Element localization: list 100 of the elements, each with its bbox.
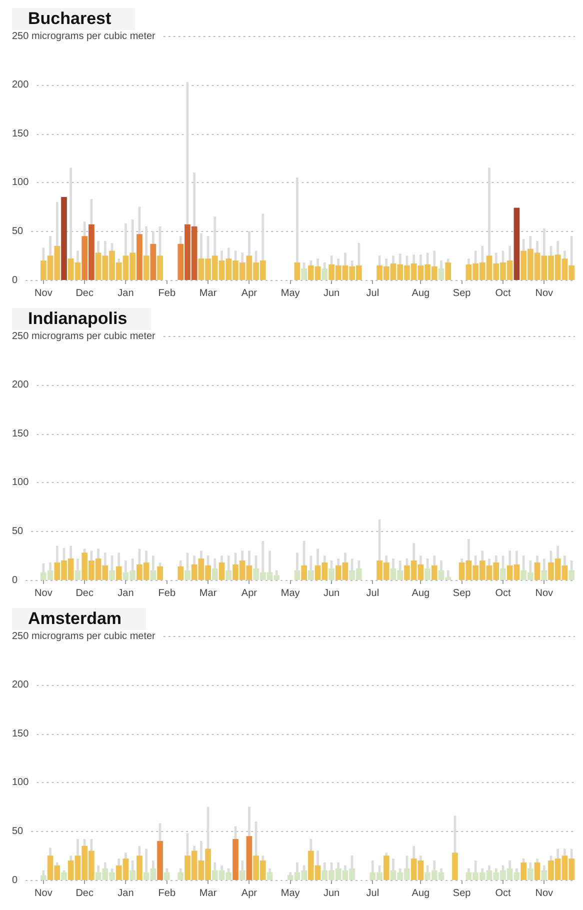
bar	[116, 566, 122, 580]
x-tick-label: Jul	[366, 588, 380, 599]
x-tick-label: Jul	[366, 888, 380, 899]
bar	[109, 570, 115, 580]
x-tick-label: Nov	[535, 588, 554, 599]
y-tick-label: 250	[12, 330, 30, 342]
bar	[520, 862, 526, 880]
bar	[150, 570, 156, 580]
x-tick-label: Mar	[199, 588, 218, 599]
bar	[445, 262, 452, 280]
y-tick-label: 50	[12, 826, 24, 837]
bar	[218, 562, 225, 580]
y-tick-label: 150	[12, 128, 30, 140]
chart-title: Amsterdam	[12, 608, 146, 630]
x-tick-label: Nov	[535, 288, 554, 299]
bar	[157, 840, 163, 880]
y-tick-label: 0	[12, 874, 18, 886]
bar	[232, 839, 238, 880]
bar	[40, 875, 46, 880]
bar	[82, 236, 88, 280]
x-tick-label: Mar	[199, 288, 218, 299]
x-tick-label: Apr	[241, 888, 258, 899]
x-tick-label: May	[280, 888, 300, 899]
bar	[178, 872, 184, 880]
bar	[452, 852, 458, 880]
bar	[438, 268, 444, 280]
y-tick-label: 200	[12, 80, 30, 91]
bar	[322, 268, 328, 280]
y-tick-label: 0	[12, 574, 18, 586]
y-tick-label: 150	[12, 428, 30, 440]
bar	[143, 256, 150, 280]
bar	[184, 570, 190, 580]
x-tick-label: Aug	[412, 588, 430, 599]
bar	[136, 856, 142, 880]
x-tick-label: Nov	[34, 288, 52, 299]
y-axis-title: micrograms per cubic meter	[31, 630, 156, 642]
x-tick-label: Feb	[158, 588, 176, 599]
bar	[534, 562, 540, 580]
x-tick-label: Dec	[76, 288, 94, 299]
bar	[61, 197, 67, 280]
bar	[178, 566, 184, 580]
y-tick-label: 100	[12, 777, 30, 788]
bar	[301, 268, 307, 280]
x-tick-label: Feb	[158, 288, 176, 299]
y-tick-label: 150	[12, 728, 30, 740]
bar	[383, 856, 390, 880]
x-tick-label: Mar	[199, 888, 218, 899]
y-tick-label: 250	[12, 630, 30, 642]
y-tick-label: 50	[12, 526, 24, 537]
x-tick-label: Oct	[495, 288, 511, 299]
x-tick-label: Aug	[412, 888, 430, 899]
bar	[74, 570, 81, 580]
bar	[157, 256, 163, 280]
y-tick-label: 200	[12, 380, 30, 391]
bar	[424, 568, 430, 580]
chart-title: Indianapolis	[12, 308, 152, 330]
x-tick-label: Sep	[452, 288, 472, 299]
x-tick-label: Jun	[323, 288, 340, 299]
bar	[88, 224, 94, 280]
chart-title: Bucharest	[12, 8, 136, 30]
bar	[294, 262, 300, 280]
bar	[246, 836, 252, 880]
x-tick-label: Sep	[452, 588, 472, 599]
bar	[541, 870, 548, 880]
y-tick-label: 50	[12, 226, 24, 237]
y-tick-label: 100	[12, 477, 30, 488]
y-tick-label: 0	[12, 274, 18, 286]
bar	[226, 570, 232, 580]
x-tick-label: Jan	[118, 888, 134, 899]
bar	[500, 568, 506, 580]
x-tick-label: Feb	[158, 888, 176, 899]
y-tick-label: 100	[12, 177, 30, 188]
x-tick-label: Dec	[76, 888, 94, 899]
bar	[130, 870, 136, 880]
x-tick-label: Jan	[118, 588, 134, 599]
y-tick-label: 250	[12, 30, 30, 42]
bar	[212, 568, 218, 580]
bar	[150, 244, 156, 280]
bar	[568, 570, 574, 580]
y-axis-title: micrograms per cubic meter	[31, 30, 156, 42]
x-tick-label: Nov	[34, 888, 52, 899]
bar	[301, 565, 307, 580]
x-tick-label: Jun	[323, 588, 340, 599]
bar	[308, 570, 314, 580]
x-tick-label: Dec	[76, 588, 94, 599]
x-tick-label: Sep	[452, 888, 472, 899]
bar	[136, 234, 142, 280]
bar	[541, 570, 548, 580]
x-tick-label: Jul	[366, 288, 380, 299]
bar	[528, 868, 534, 880]
y-tick-label: 200	[12, 680, 30, 691]
bar	[239, 870, 246, 880]
bar	[157, 566, 163, 580]
bar	[328, 568, 334, 580]
x-tick-label: Jan	[118, 288, 134, 299]
bar	[266, 872, 273, 880]
bar	[178, 244, 184, 280]
x-tick-label: Nov	[34, 588, 52, 599]
bar	[514, 208, 520, 280]
x-tick-label: May	[280, 288, 300, 299]
